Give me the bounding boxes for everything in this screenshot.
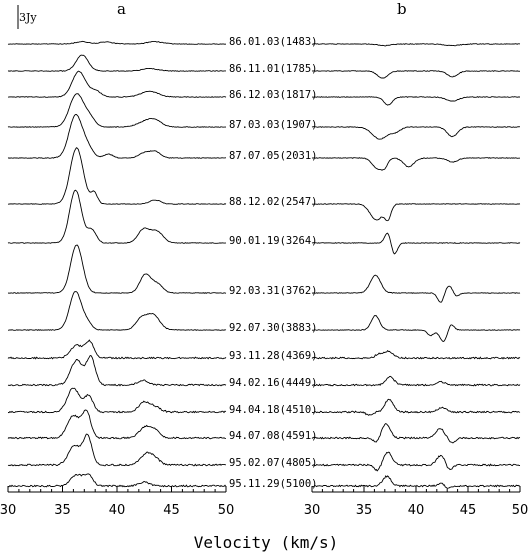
x-tick-label: 35 [54,503,71,518]
spectrum-trace-a-14 [7,433,227,467]
epoch-label: 94.04.18(4510) [229,404,318,416]
x-tick-label: 30 [0,503,16,518]
epoch-label: 87.07.05(2031) [229,150,318,162]
epoch-label: 94.07.08(4591) [229,430,318,442]
spectrum-trace-a-8 [7,244,227,294]
panel-b-traces [311,43,521,490]
spectrum-trace-b-14 [311,451,521,472]
spectrum-trace-b-2 [311,70,521,79]
spectrum-trace-b-13 [311,423,521,444]
x-tick-label: 50 [512,503,529,518]
panel-b-x-axis: 30 35 40 45 50 [304,486,529,518]
epoch-label: 86.11.01(1785) [229,63,318,75]
spectrum-trace-b-11 [311,375,521,387]
spectrum-trace-b-6 [311,203,521,222]
epoch-label: 94.02.16(4449) [229,377,318,389]
spectrum-trace-a-11 [7,354,227,387]
spectrum-trace-b-1 [311,43,521,47]
epoch-label: 93.11.28(4369) [229,350,318,362]
panel-a-traces [7,40,227,488]
x-tick-label: 40 [408,503,425,518]
epoch-label: 86.12.03(1817) [229,89,318,101]
spectrum-trace-b-7 [311,232,521,255]
panel-a-label: a [117,0,126,18]
panel-a-x-axis: 30 35 40 45 50 [0,486,234,518]
x-tick-label: 35 [356,503,373,518]
epoch-labels: 86.01.03(1483) 86.11.01(1785) 86.12.03(181… [229,36,318,490]
spectrum-trace-a-7 [7,189,227,244]
spectrum-trace-b-4 [311,126,521,140]
x-tick-label: 40 [109,503,126,518]
epoch-label: 95.02.07(4805) [229,457,318,469]
x-axis-label: Velocity (km/s) [194,533,339,552]
epoch-label: 90.01.19(3264) [229,235,318,247]
spectrum-trace-a-5 [7,114,227,159]
spectrum-trace-b-5 [311,157,521,171]
epoch-label: 86.01.03(1483) [229,36,318,48]
spectrum-trace-b-8 [311,274,521,303]
spectrum-trace-b-12 [311,398,521,416]
x-tick-label: 45 [163,503,180,518]
spectrum-trace-a-3 [8,70,227,98]
spectrum-trace-a-12 [7,387,227,414]
x-tick-label: 50 [218,503,235,518]
epoch-label: 92.07.30(3883) [229,322,318,334]
spectrum-trace-b-10 [311,350,521,360]
panel-b-label: b [397,0,407,18]
spectrum-trace-a-1 [7,40,227,45]
spectrum-trace-a-15 [7,473,227,488]
spectrum-trace-a-10 [7,339,227,360]
x-tick-label: 30 [304,503,321,518]
spectrum-trace-a-4 [7,93,227,128]
spectrum-trace-a-13 [7,409,227,440]
spectrum-trace-b-9 [312,315,521,343]
spectrum-trace-a-2 [7,54,226,72]
scale-bar: 3Jy [17,5,37,29]
spectrum-trace-b-3 [312,96,520,106]
epoch-label: 95.11.29(5100) [229,478,318,490]
epoch-label: 88.12.02(2547) [229,196,318,208]
x-tick-label: 45 [460,503,477,518]
spectrum-trace-a-6 [7,147,227,205]
epoch-label: 92.03.31(3762) [229,285,318,297]
spectrum-trace-a-9 [8,291,227,331]
epoch-label: 87.03.03(1907) [229,119,318,131]
scale-bar-label: 3Jy [19,11,37,24]
